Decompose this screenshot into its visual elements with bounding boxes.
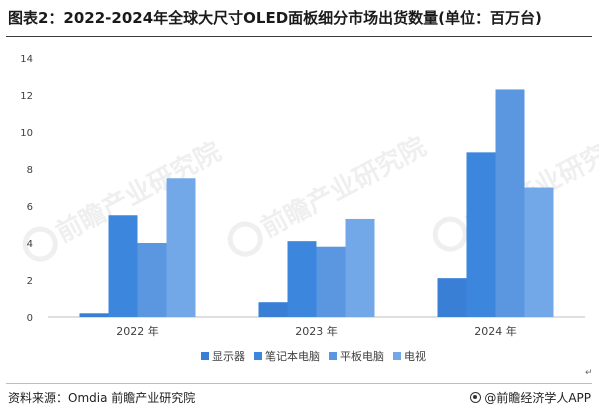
y-tick-label: 2	[27, 276, 33, 287]
legend-label: 平板电脑	[340, 349, 384, 363]
y-tick-label: 12	[20, 91, 33, 102]
watermark-text: 前瞻产业研究院	[51, 136, 226, 249]
chart-title: 图表2：2022-2024年全球大尺寸OLED面板细分市场出货数量(单位：百万台…	[8, 9, 542, 27]
y-tick-label: 8	[27, 165, 33, 176]
bar	[166, 178, 196, 317]
legend-label: 笔记本电脑	[265, 349, 320, 363]
y-tick-label: 0	[27, 313, 33, 324]
watermark-logo-icon	[22, 226, 58, 262]
watermark-logo-icon	[227, 221, 263, 257]
bar	[287, 241, 317, 317]
bar	[108, 215, 138, 317]
legend-label: 显示器	[212, 350, 245, 363]
bar	[524, 187, 554, 317]
bars-layer	[79, 89, 554, 317]
brand-label: @前瞻经济学人APP	[484, 391, 591, 405]
watermark-1: 前瞻产业研究院	[227, 131, 431, 257]
bar	[437, 278, 467, 317]
legend-swatch	[254, 352, 262, 360]
bar	[137, 243, 167, 317]
brand-credit: @前瞻经济学人APP	[470, 389, 591, 406]
legend: 显示器 笔记本电脑 平板电脑 电视	[201, 349, 426, 363]
x-tick-label: 2023 年	[295, 324, 338, 338]
return-mark: ↵	[585, 368, 593, 378]
legend-label: 电视	[404, 349, 426, 363]
y-tick-label: 14	[20, 54, 33, 65]
legend-swatch	[201, 352, 209, 360]
watermark-logo-icon	[432, 216, 468, 252]
legend-swatch	[329, 352, 337, 360]
watermark-text: 前瞻产业研究院	[256, 131, 431, 244]
source-note: 资料来源：Omdia 前瞻产业研究院	[8, 391, 196, 405]
x-axis: 2022 年 2023 年 2024 年	[48, 316, 585, 338]
bar	[466, 152, 496, 317]
y-tick-label: 6	[27, 202, 33, 213]
legend-swatch	[393, 352, 401, 360]
x-tick-label: 2024 年	[474, 324, 517, 338]
brand-logo-icon	[470, 392, 482, 403]
bar	[79, 313, 109, 317]
y-tick-label: 4	[27, 239, 33, 250]
x-tick-label: 2022 年	[116, 324, 159, 338]
bar	[495, 89, 525, 317]
bar	[316, 246, 346, 317]
title-divider	[6, 36, 592, 37]
y-tick-label: 10	[20, 128, 33, 139]
bar	[345, 218, 375, 317]
y-axis: 0 2 4 6 8 10 12 14	[20, 54, 33, 324]
bar	[258, 302, 288, 317]
footer-divider	[6, 383, 592, 384]
